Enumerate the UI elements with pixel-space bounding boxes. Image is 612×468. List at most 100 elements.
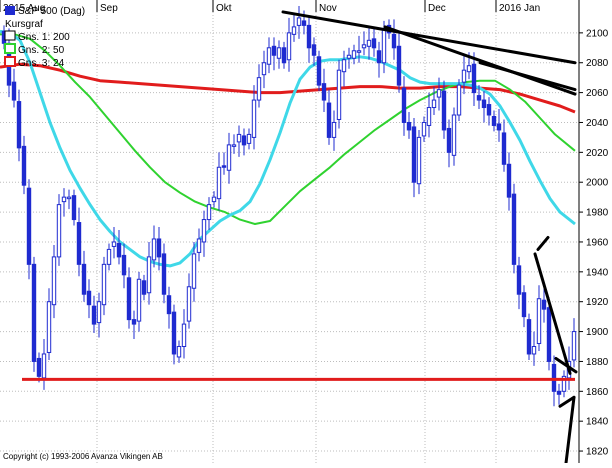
candle-body: [21, 145, 27, 186]
candle: [561, 370, 567, 398]
candle: [241, 128, 247, 156]
candle-body: [541, 299, 547, 310]
legend-ma2-label: Gns. 2: 50: [18, 45, 65, 56]
y-tick-label: 2040: [586, 118, 609, 129]
candle: [481, 91, 487, 123]
candle: [181, 309, 187, 359]
grid-layer: [0, 0, 579, 463]
trendline: [536, 235, 550, 251]
candle: [496, 109, 502, 142]
candle: [436, 77, 442, 111]
candle-body: [531, 346, 537, 355]
candle-body: [291, 26, 297, 35]
candle-body: [536, 298, 542, 345]
legend-ma2-swatch: [4, 43, 16, 54]
candle-body: [336, 69, 342, 120]
candle: [441, 80, 447, 139]
candle: [81, 250, 87, 302]
candle-body: [96, 301, 102, 324]
candle: [221, 152, 227, 175]
candle: [536, 285, 542, 351]
candle-body: [476, 95, 482, 101]
candle-body: [86, 290, 92, 306]
y-tick-label: 2060: [586, 88, 609, 99]
candle-body: [286, 32, 292, 61]
candle-body: [471, 63, 477, 94]
candle-body: [481, 99, 487, 109]
trendline: [564, 395, 576, 465]
candle-body: [491, 115, 497, 126]
copyright-text: Copyright (c) 1993-2006 Avanza Vikingen …: [3, 452, 163, 461]
legend-series-swatch: [5, 6, 15, 15]
candle-body: [241, 135, 247, 146]
candle: [531, 331, 537, 366]
candle: [101, 256, 107, 316]
candle: [396, 32, 402, 93]
candle-body: [521, 292, 527, 318]
legend-ma1-label: Gns. 1: 200: [18, 32, 70, 43]
candle: [316, 50, 322, 92]
candle: [211, 191, 217, 208]
candle-body: [206, 204, 212, 221]
candle-body: [356, 50, 362, 53]
candle: [121, 243, 127, 289]
candle-body: [246, 133, 252, 144]
candle: [261, 50, 267, 89]
candle-body: [116, 242, 122, 258]
candle-body: [496, 123, 502, 131]
candle: [556, 383, 562, 405]
candle-body: [371, 38, 377, 49]
candle: [446, 119, 452, 168]
candle: [61, 188, 67, 217]
candle-body: [16, 101, 22, 149]
candle-body: [76, 222, 82, 265]
candle-body: [121, 254, 127, 276]
candle: [321, 68, 327, 113]
candle-body: [156, 238, 162, 258]
candle-body: [111, 241, 117, 247]
trendline: [281, 10, 577, 65]
candle: [151, 225, 157, 268]
candle: [186, 273, 192, 329]
candle-body: [526, 319, 532, 355]
trendline: [478, 61, 577, 92]
candle: [571, 318, 577, 368]
candle-body: [516, 265, 522, 295]
candle-body: [431, 99, 437, 109]
candle-body: [281, 47, 287, 64]
candle: [526, 313, 532, 360]
candle-body: [176, 346, 182, 358]
candle: [196, 228, 202, 262]
y-tick-label: 2080: [586, 58, 609, 69]
candle: [326, 89, 332, 145]
candle: [281, 41, 287, 69]
candle: [56, 194, 62, 266]
candle: [511, 183, 517, 274]
candle: [291, 13, 297, 42]
candle-body: [296, 17, 302, 26]
month-label: Dec: [428, 3, 446, 14]
candle: [266, 37, 272, 74]
candle-body: [231, 144, 237, 147]
candle-body: [511, 193, 517, 265]
candle-body: [556, 390, 562, 395]
candle-body: [466, 65, 472, 73]
candle-body: [316, 56, 322, 86]
candle: [336, 59, 342, 129]
candle: [361, 31, 367, 56]
candle-body: [91, 305, 97, 325]
candle-body: [141, 280, 147, 295]
candle: [456, 79, 462, 121]
candle-body: [446, 127, 452, 153]
candle: [96, 292, 102, 338]
candle: [116, 230, 122, 265]
candle-body: [486, 104, 492, 116]
candle-body: [561, 375, 567, 392]
y-tick-label: 2000: [586, 178, 609, 189]
candle-body: [506, 163, 512, 198]
candle: [206, 197, 212, 231]
candle-body: [226, 144, 232, 171]
candle-body: [341, 59, 347, 73]
candle-body: [181, 323, 187, 348]
legend-ma1-swatch: [4, 30, 16, 41]
